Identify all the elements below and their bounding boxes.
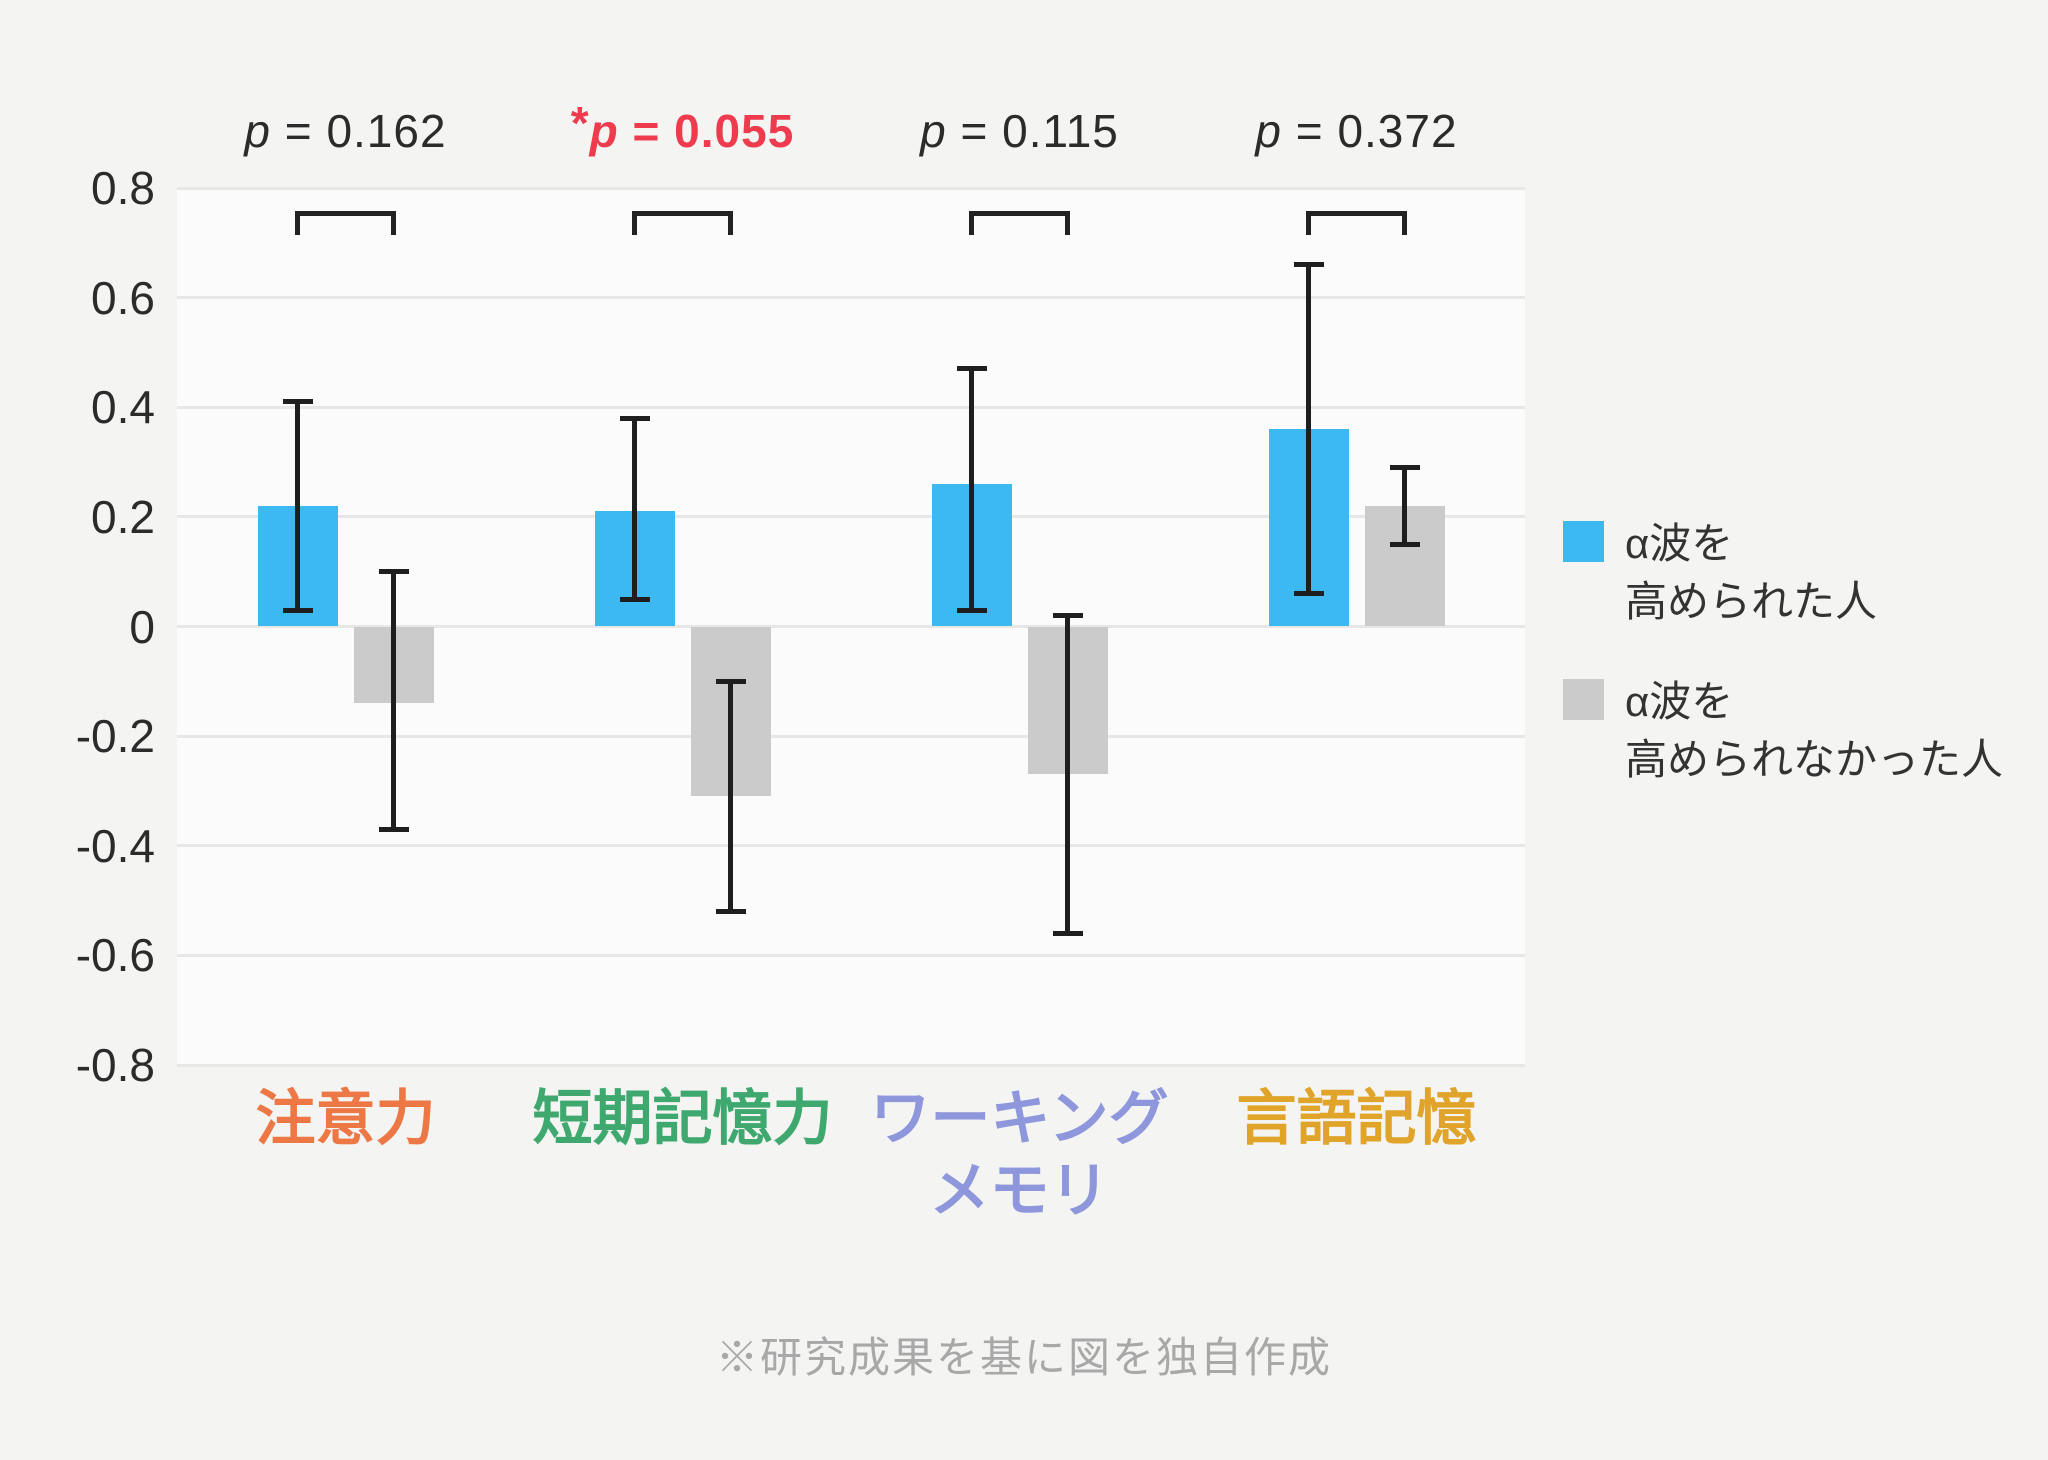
error-bar-line [1065,615,1070,934]
p-value-label: p = 0.372 [1177,104,1537,158]
gridline [177,1063,1525,1067]
p-value-label: p = 0.115 [840,104,1200,158]
legend-label: α波を高められた人 [1625,515,1877,631]
error-bar-cap-bottom [378,826,409,832]
p-value-text: = 0.115 [946,105,1119,157]
error-bar-cap-bottom [1389,541,1420,547]
legend-label: α波を高められなかった人 [1625,673,2003,789]
y-tick-label: 0.6 [91,271,155,324]
y-tick-label: 0.8 [91,162,155,214]
p-value-text: = 0.055 [618,105,795,157]
y-tick-label: -0.4 [75,819,155,872]
y-tick-label: -0.8 [75,1039,155,1091]
p-value-text: = 0.372 [1282,105,1458,157]
error-bar-cap-top [1293,262,1324,268]
legend-label-line: 高められた人 [1625,578,1878,625]
error-bar-cap-bottom [282,607,313,613]
gridline [177,296,1525,300]
error-bar-cap-bottom [1052,930,1083,936]
legend-label-line: α波を [1625,678,1734,725]
category-label: ワーキング メモリ [820,1083,1220,1227]
y-tick-label: -0.6 [75,929,155,982]
footnote: ※研究成果を基に図を独自作成 [715,1336,1333,1382]
gridline [177,625,1525,628]
gridline [177,186,1525,190]
error-bar-line [1402,467,1407,545]
p-symbol: p [244,105,272,157]
error-bar-cap-top [956,366,987,372]
y-tick-label: 0.4 [91,381,155,434]
p-symbol: p [589,105,619,157]
significance-bracket [632,211,733,235]
significance-bracket [295,211,396,235]
error-bar-line [391,571,396,830]
error-bar-line [969,368,974,611]
error-bar-cap-bottom [619,596,650,602]
error-bar-cap-top [1389,465,1420,471]
error-bar-cap-bottom [956,607,987,613]
gridline [177,515,1525,519]
y-tick-label: 0.2 [91,490,155,543]
error-bar-cap-top [282,399,313,405]
error-bar-cap-top [619,415,650,421]
category-label-line: メモリ [929,1157,1110,1224]
category-label: 注意力 [146,1083,546,1155]
p-value-label: *p = 0.055 [503,97,863,158]
y-tick-label: 0 [129,600,155,653]
category-label-line: 短期記憶力 [532,1085,833,1152]
significance-bracket [969,211,1070,235]
legend-swatch [1563,521,1604,562]
error-bar-line [632,418,637,600]
category-label-line: 言語記憶 [1236,1085,1477,1152]
significance-star: * [570,96,590,149]
y-tick-label: -0.2 [75,710,155,763]
legend-item: α波を高められた人 [1563,515,2023,645]
category-label: 短期記憶力 [483,1083,883,1155]
legend-label-line: 高められなかった人 [1625,736,2004,783]
error-bar-cap-top [1052,613,1083,619]
legend-swatch [1563,679,1604,720]
category-label-line: 注意力 [255,1085,436,1152]
category-label: 言語記憶 [1157,1083,1557,1155]
error-bar-cap-top [715,678,746,684]
gridline [177,844,1525,848]
gridline [177,405,1525,409]
error-bar-cap-bottom [715,909,746,915]
significance-bracket [1306,211,1407,235]
error-bar-cap-top [378,569,409,575]
error-bar-cap-bottom [1293,591,1324,597]
gridline [177,953,1525,957]
legend-item: α波を高められなかった人 [1563,673,2023,803]
category-label-line: ワーキング [870,1085,1169,1152]
p-value-text: = 0.162 [271,105,447,157]
p-symbol: p [1255,105,1283,157]
error-bar-line [295,401,300,611]
p-symbol: p [920,105,947,157]
legend-label-line: α波を [1625,520,1734,567]
gridline [177,734,1525,738]
p-value-label: p = 0.162 [166,104,526,158]
error-bar-line [1306,264,1311,594]
error-bar-line [728,681,733,912]
